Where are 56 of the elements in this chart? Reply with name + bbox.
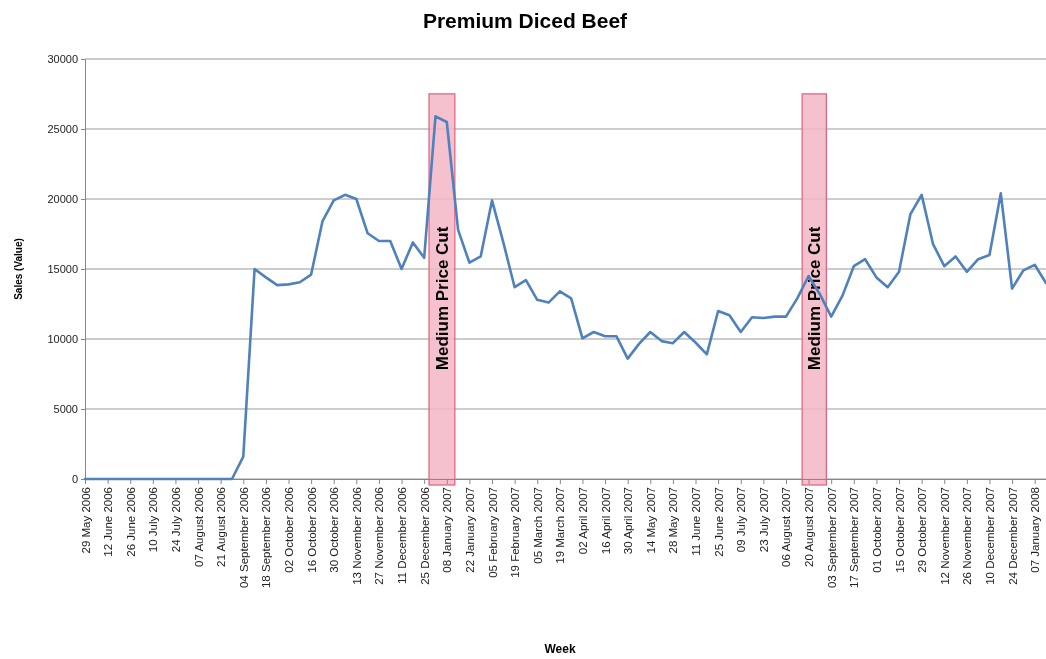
x-tick-label: 28 May 2007 — [667, 487, 680, 554]
x-tick-label: 25 December 2006 — [418, 487, 431, 585]
x-tick-label: 15 October 2007 — [893, 487, 906, 573]
y-tick-label: 25000 — [47, 123, 78, 136]
y-tick-label: 30000 — [47, 53, 78, 66]
y-tick-label: 0 — [71, 473, 78, 486]
x-tick-label: 29 October 2007 — [916, 487, 929, 573]
y-tick-label: 20000 — [47, 193, 78, 206]
x-tick-label: 30 April 2007 — [622, 487, 635, 555]
x-tick-label: 17 September 2007 — [848, 487, 861, 589]
x-tick-label: 16 April 2007 — [599, 487, 612, 555]
x-tick-label: 01 October 2007 — [870, 487, 883, 573]
x-tick-label: 06 August 2007 — [780, 487, 793, 567]
x-tick-label: 19 February 2007 — [509, 487, 522, 578]
x-tick-label: 08 January 2007 — [441, 487, 454, 573]
x-tick-label: 26 June 2006 — [124, 487, 137, 557]
x-tick-label: 07 January 2008 — [1029, 487, 1042, 573]
x-axis-title: Week — [544, 642, 576, 656]
x-tick-label: 10 July 2006 — [147, 487, 160, 553]
y-tick-label: 10000 — [47, 333, 78, 346]
x-tick-label: 12 November 2007 — [938, 487, 951, 585]
x-tick-label: 13 November 2006 — [350, 487, 363, 585]
x-tick-label: 09 July 2007 — [735, 487, 748, 553]
x-tick-label: 05 March 2007 — [531, 487, 544, 564]
x-tick-label: 11 December 2006 — [396, 487, 409, 584]
x-tick-label: 21 August 2006 — [215, 487, 228, 567]
x-tick-label: 19 March 2007 — [554, 487, 567, 564]
x-tick-label: 04 September 2006 — [237, 487, 250, 589]
x-tick-label: 24 July 2006 — [169, 487, 182, 553]
x-tick-label: 07 August 2006 — [192, 487, 205, 567]
x-tick-label: 27 November 2006 — [373, 487, 386, 585]
x-tick-label: 12 June 2006 — [102, 487, 115, 557]
x-tick-label: 02 October 2006 — [283, 487, 296, 573]
y-axis-title: Sales (Value) — [13, 238, 24, 300]
line-series — [83, 115, 1046, 481]
x-tick-label: 25 June 2007 — [712, 487, 725, 557]
x-tick-label: 14 May 2007 — [644, 487, 657, 554]
x-tick-label: 29 May 2006 — [79, 487, 92, 554]
x-tick-label: 23 July 2007 — [757, 487, 770, 553]
x-tick-label: 16 October 2006 — [305, 487, 318, 573]
y-tick-label: 15000 — [47, 263, 78, 276]
chart-title: Premium Diced Beef — [422, 9, 629, 32]
band-label: Medium Price Cut — [432, 226, 452, 371]
x-tick-label: 05 February 2007 — [486, 487, 499, 578]
x-tick-label: 24 December 2007 — [1006, 487, 1019, 585]
x-tick-label: 30 October 2006 — [328, 487, 341, 573]
x-tick-label: 11 June 2007 — [690, 487, 703, 556]
x-tick-label: 20 August 2007 — [803, 487, 816, 567]
x-tick-label: 18 September 2006 — [260, 487, 273, 589]
x-tick-label: 02 April 2007 — [576, 487, 589, 555]
x-tick-label: 26 November 2007 — [961, 487, 974, 585]
x-tick-label: 03 September 2007 — [825, 487, 838, 589]
band-label: Medium Price Cut — [805, 226, 825, 371]
x-tick-label: 22 January 2007 — [463, 487, 476, 573]
x-tick-label: 10 December 2007 — [984, 487, 996, 585]
y-tick-label: 5000 — [53, 403, 78, 416]
